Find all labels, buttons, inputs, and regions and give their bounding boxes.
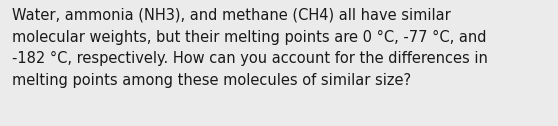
- Text: Water, ammonia (NH3), and methane (CH4) all have similar
molecular weights, but : Water, ammonia (NH3), and methane (CH4) …: [12, 8, 488, 88]
